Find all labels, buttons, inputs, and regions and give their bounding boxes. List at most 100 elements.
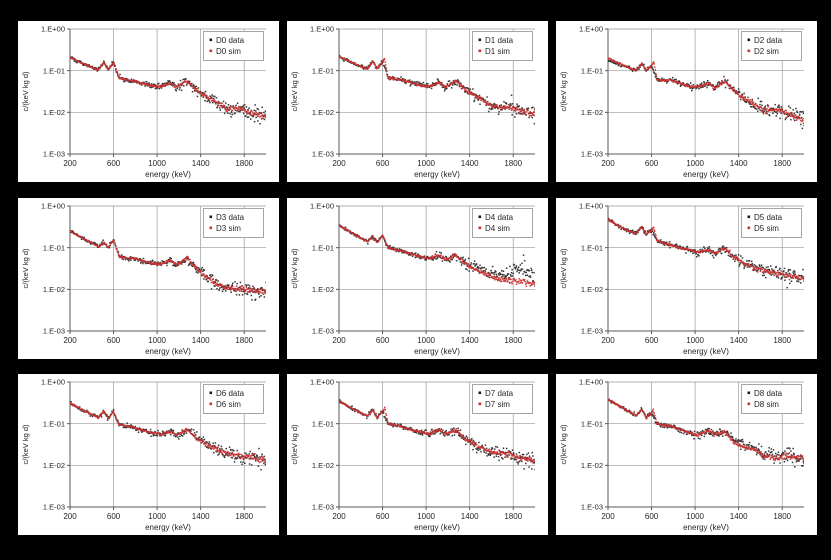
chart-d5-svg: 200 600 1000 1400 1800 1.E+00 1.E-01 1.E-02 1.E-… <box>559 202 804 356</box>
x-tick-label: 1000 <box>148 159 166 168</box>
x-axis-title: energy (keV) <box>145 347 191 356</box>
legend-marker-sim <box>747 402 751 406</box>
legend-marker-sim <box>478 402 482 406</box>
legend-label-sim: D5 sim <box>754 224 779 233</box>
legend-label-sim: D7 sim <box>485 400 510 409</box>
y-tick-label: 1.E+00 <box>310 202 334 211</box>
x-tick-label: 1800 <box>504 159 522 168</box>
y-tick-label: 1.E-03 <box>312 327 334 336</box>
chart-cell-d8: 200 600 1000 1400 1800 1.E+00 1.E-01 1.E-02 1.E-… <box>556 374 817 535</box>
x-axis-title: energy (keV) <box>414 170 460 179</box>
chart-cell-d2: 200 600 1000 1400 1800 1.E+00 1.E-01 1.E-02 1.E-… <box>556 21 817 182</box>
x-axis-title: energy (keV) <box>683 347 729 356</box>
x-tick-label: 1000 <box>417 336 435 345</box>
chart-cell-d0: 200 600 1000 1400 1800 1.E+00 1.E-01 1.E-02 1.E-… <box>18 21 279 182</box>
legend-marker-data <box>747 215 751 219</box>
sim-series <box>339 399 535 463</box>
x-tick-label: 200 <box>63 336 77 345</box>
legend: D3 data D3 sim <box>203 208 264 238</box>
sim-series <box>608 218 804 281</box>
y-tick-label: 1.E-02 <box>312 285 334 294</box>
legend: D7 data D7 sim <box>472 384 533 414</box>
x-axis-title: energy (keV) <box>414 523 460 532</box>
x-tick-label: 1400 <box>730 159 748 168</box>
x-tick-label: 600 <box>645 159 659 168</box>
y-tick-label: 1.E+00 <box>41 25 65 34</box>
y-tick-label: 1.E-01 <box>581 243 603 252</box>
y-axis-title: c/(keV kg d) <box>559 248 568 289</box>
y-tick-label: 1.E+00 <box>579 25 603 34</box>
legend-marker-sim <box>209 226 213 230</box>
data-series <box>70 56 266 125</box>
x-tick-label: 1400 <box>461 336 479 345</box>
y-axis-title: c/(keV kg d) <box>21 248 30 289</box>
legend-marker-sim <box>747 49 751 53</box>
legend-marker-sim <box>478 226 482 230</box>
data-series <box>339 54 535 125</box>
chart-cell-d5: 200 600 1000 1400 1800 1.E+00 1.E-01 1.E-02 1.E-… <box>556 198 817 359</box>
legend-label-data: D8 data <box>754 389 783 398</box>
plot-points <box>70 229 266 301</box>
chart-d7-svg: 200 600 1000 1400 1800 1.E+00 1.E-01 1.E-02 1.E-… <box>290 378 535 532</box>
legend-label-sim: D2 sim <box>754 47 779 56</box>
x-axis-title: energy (keV) <box>145 170 191 179</box>
y-tick-label: 1.E-02 <box>581 108 603 117</box>
x-tick-label: 1000 <box>148 336 166 345</box>
legend: D4 data D4 sim <box>472 208 533 238</box>
chart-d0-svg: 200 600 1000 1400 1800 1.E+00 1.E-01 1.E-02 1.E-… <box>21 25 266 179</box>
legend-label-data: D0 data <box>216 36 245 45</box>
sim-series <box>339 55 535 117</box>
plot-points <box>339 54 535 125</box>
y-axis-title: c/(keV kg d) <box>559 424 568 465</box>
x-tick-label: 200 <box>601 336 615 345</box>
x-tick-label: 200 <box>332 512 346 521</box>
chart-cell-d1: 200 600 1000 1400 1800 1.E+00 1.E-01 1.E-02 1.E-… <box>287 21 548 182</box>
y-axis-title: c/(keV kg d) <box>290 71 299 112</box>
y-tick-label: 1.E-01 <box>43 66 65 75</box>
legend-label-data: D7 data <box>485 389 514 398</box>
x-tick-label: 1400 <box>192 336 210 345</box>
y-tick-label: 1.E+00 <box>41 202 65 211</box>
legend-label-data: D2 data <box>754 36 783 45</box>
legend-label-sim: D0 sim <box>216 47 241 56</box>
y-tick-label: 1.E+00 <box>579 378 603 387</box>
y-tick-label: 1.E-02 <box>312 461 334 470</box>
legend-marker-data <box>478 391 482 395</box>
legend-label-data: D4 data <box>485 213 514 222</box>
y-tick-label: 1.E-03 <box>43 503 65 512</box>
y-tick-label: 1.E-02 <box>43 461 65 470</box>
legend: D6 data D6 sim <box>203 384 264 414</box>
y-tick-label: 1.E-03 <box>43 327 65 336</box>
sim-series <box>70 229 266 296</box>
legend-label-sim: D8 sim <box>754 400 779 409</box>
sim-series <box>70 56 266 120</box>
y-tick-label: 1.E-02 <box>581 285 603 294</box>
y-tick-label: 1.E-01 <box>312 66 334 75</box>
x-tick-label: 600 <box>645 512 659 521</box>
x-axis-title: energy (keV) <box>683 170 729 179</box>
y-axis-title: c/(keV kg d) <box>21 424 30 465</box>
chart-d3-svg: 200 600 1000 1400 1800 1.E+00 1.E-01 1.E-02 1.E-… <box>21 202 266 356</box>
y-tick-label: 1.E+00 <box>310 25 334 34</box>
chart-d4-svg: 200 600 1000 1400 1800 1.E+00 1.E-01 1.E-02 1.E-… <box>290 202 535 356</box>
y-tick-label: 1.E-01 <box>581 66 603 75</box>
x-tick-label: 1800 <box>773 336 791 345</box>
x-tick-label: 1800 <box>504 336 522 345</box>
x-tick-label: 600 <box>376 159 390 168</box>
y-tick-label: 1.E-01 <box>43 243 65 252</box>
x-tick-label: 1400 <box>461 512 479 521</box>
x-tick-label: 1000 <box>148 512 166 521</box>
x-tick-label: 600 <box>376 512 390 521</box>
chart-d8-svg: 200 600 1000 1400 1800 1.E+00 1.E-01 1.E-02 1.E-… <box>559 378 804 532</box>
y-tick-label: 1.E-01 <box>312 419 334 428</box>
y-tick-label: 1.E+00 <box>579 202 603 211</box>
x-tick-label: 1800 <box>504 512 522 521</box>
legend-marker-data <box>747 38 751 42</box>
x-tick-label: 600 <box>107 159 121 168</box>
x-axis-title: energy (keV) <box>683 523 729 532</box>
x-axis-title: energy (keV) <box>414 347 460 356</box>
x-tick-label: 1800 <box>773 512 791 521</box>
x-tick-label: 200 <box>63 512 77 521</box>
legend-marker-sim <box>209 49 213 53</box>
y-tick-label: 1.E-01 <box>581 419 603 428</box>
